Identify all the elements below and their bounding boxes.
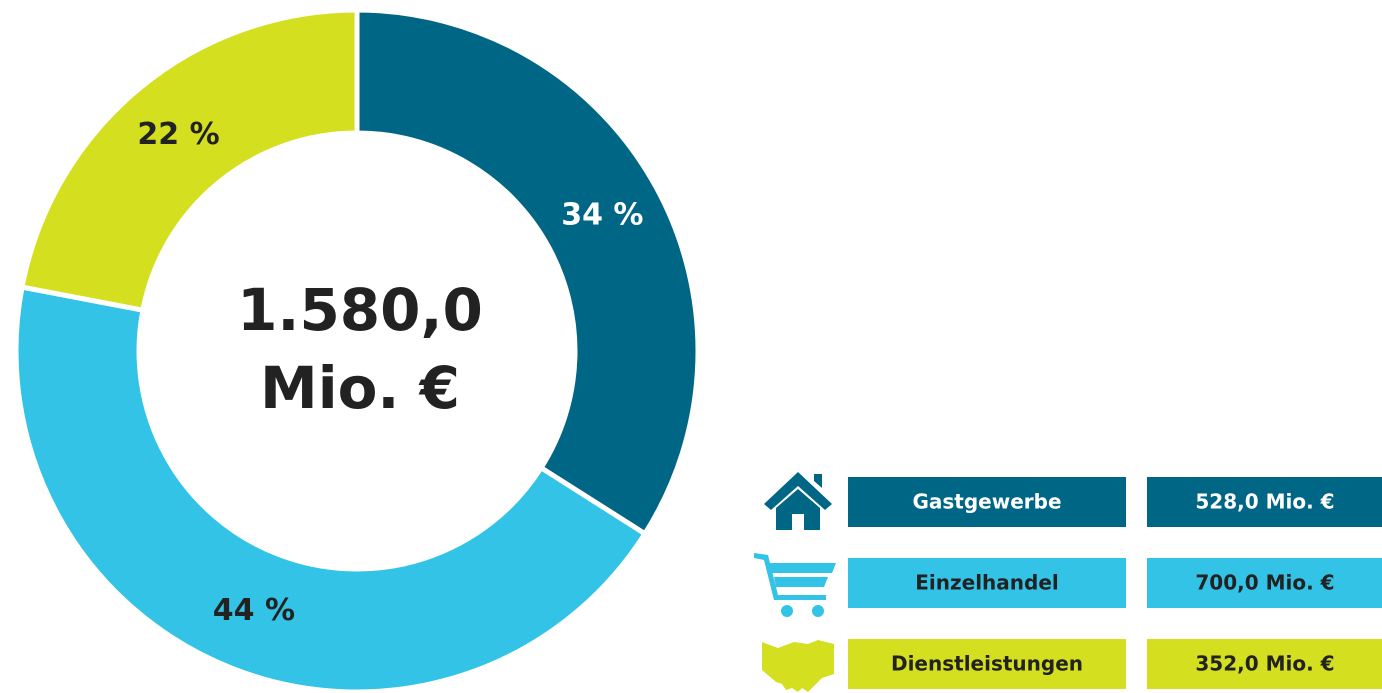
segment-label: 44 % (213, 593, 295, 628)
legend-amount: 352,0 Mio. € (1195, 652, 1334, 676)
legend-amount-box (1147, 558, 1382, 608)
legend-amount-box (1147, 477, 1382, 527)
legend-name-box (848, 639, 1126, 689)
segment-label: 34 % (561, 198, 643, 233)
legend-name: Gastgewerbe (912, 490, 1061, 514)
donut-segment (13, 284, 649, 693)
donut-segment (354, 7, 701, 538)
center-unit: Mio. € (260, 354, 460, 422)
legend-name-box (848, 477, 1126, 527)
segment-label: 22 % (137, 117, 219, 152)
legend-amount: 528,0 Mio. € (1195, 490, 1334, 514)
legend-icon (764, 472, 832, 530)
legend-amount: 700,0 Mio. € (1195, 571, 1334, 595)
legend-name: Einzelhandel (915, 571, 1059, 595)
center-total: 1.580,0 (237, 276, 483, 344)
legend-name: Dienstleistungen (891, 652, 1083, 676)
legend-name-box (848, 558, 1126, 608)
legend-icon (754, 553, 836, 617)
legend-amount-box (1147, 639, 1382, 689)
legend-icon (762, 640, 834, 692)
donut-segment (19, 7, 360, 314)
